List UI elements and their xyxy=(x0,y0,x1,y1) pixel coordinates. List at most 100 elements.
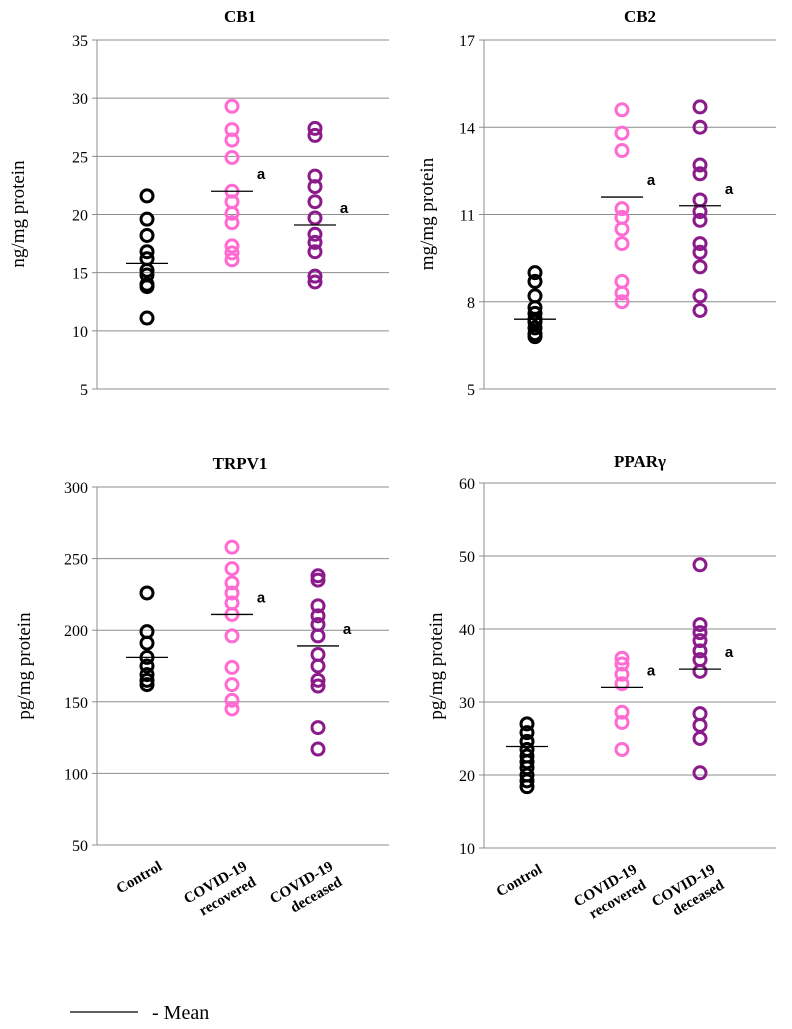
category-label: COVID-19deceased xyxy=(649,861,727,926)
data-point xyxy=(692,633,708,649)
data-point xyxy=(307,179,323,195)
data-point xyxy=(224,539,240,555)
data-point xyxy=(224,122,240,138)
y-tick-label: 14 xyxy=(459,120,475,137)
data-point xyxy=(224,98,240,114)
data-point xyxy=(614,714,630,730)
significance-label: a xyxy=(257,589,266,606)
data-point xyxy=(224,238,240,254)
data-point xyxy=(614,236,630,252)
data-point xyxy=(310,658,326,674)
data-point xyxy=(224,132,240,148)
y-tick-label: 20 xyxy=(72,208,88,225)
data-point xyxy=(614,221,630,237)
data-point xyxy=(224,677,240,693)
data-point xyxy=(692,244,708,260)
data-point xyxy=(224,149,240,165)
y-tick-label: 200 xyxy=(64,623,88,640)
data-point xyxy=(519,716,535,732)
y-axis-label: ng/mg protein xyxy=(8,160,29,268)
data-point xyxy=(692,617,708,633)
data-point xyxy=(614,125,630,141)
data-point xyxy=(692,288,708,304)
category-label: COVID-19recovered xyxy=(181,858,259,923)
data-point xyxy=(139,677,155,693)
category-label: Control xyxy=(114,859,165,898)
data-point xyxy=(519,725,535,741)
y-tick-label: 60 xyxy=(459,476,475,493)
data-point xyxy=(692,99,708,115)
data-point xyxy=(692,557,708,573)
data-point xyxy=(310,598,326,614)
data-point xyxy=(519,773,535,789)
significance-label: a xyxy=(725,181,734,198)
data-point xyxy=(224,561,240,577)
data-point xyxy=(614,102,630,118)
data-point xyxy=(139,667,155,683)
y-tick-label: 50 xyxy=(72,838,88,855)
data-point xyxy=(614,741,630,757)
data-point xyxy=(224,245,240,261)
data-point xyxy=(139,262,155,278)
data-point xyxy=(527,265,543,281)
category-label-line: Control xyxy=(114,859,165,898)
data-point xyxy=(307,226,323,242)
data-point xyxy=(614,666,630,682)
data-point xyxy=(307,234,323,250)
data-point xyxy=(310,672,326,688)
data-point xyxy=(692,731,708,746)
y-tick-label: 5 xyxy=(467,382,475,399)
data-point xyxy=(614,143,630,159)
y-tick-label: 100 xyxy=(64,766,88,783)
data-point xyxy=(139,279,155,295)
data-point xyxy=(519,779,535,795)
data-point xyxy=(307,268,323,284)
data-point xyxy=(224,628,240,644)
y-tick-label: 10 xyxy=(72,324,88,341)
panel-title: PPARγ xyxy=(614,452,666,471)
significance-label: a xyxy=(725,644,734,661)
data-point xyxy=(692,663,708,679)
y-tick-label: 300 xyxy=(64,480,88,497)
y-tick-label: 35 xyxy=(72,33,88,50)
data-point xyxy=(307,194,323,210)
data-point xyxy=(310,720,326,736)
data-point xyxy=(614,704,630,720)
y-tick-label: 50 xyxy=(459,549,475,566)
y-axis-label: pg/mg protein xyxy=(14,612,35,720)
significance-label: a xyxy=(257,166,266,183)
y-tick-label: 25 xyxy=(72,149,88,166)
data-point xyxy=(224,252,240,268)
data-point xyxy=(527,273,543,289)
data-point xyxy=(692,157,708,173)
category-label: COVID-19deceased xyxy=(267,858,345,923)
data-point xyxy=(614,650,630,666)
category-label: COVID-19recovered xyxy=(571,861,649,926)
significance-label: a xyxy=(647,662,656,679)
data-point xyxy=(307,120,323,136)
data-point xyxy=(307,210,323,226)
y-tick-label: 15 xyxy=(72,266,88,283)
category-label: Control xyxy=(494,862,545,901)
y-axis-label: mg/mg protein xyxy=(417,157,438,270)
data-point xyxy=(224,585,240,601)
data-point xyxy=(310,741,326,757)
data-point xyxy=(614,676,630,692)
category-label-line: Control xyxy=(494,862,545,901)
panel-title: CB1 xyxy=(224,7,256,26)
y-tick-label: 17 xyxy=(459,33,475,50)
data-point xyxy=(614,201,630,217)
data-point xyxy=(224,575,240,591)
data-point xyxy=(307,168,323,184)
data-point xyxy=(310,608,326,624)
y-tick-label: 8 xyxy=(467,295,475,312)
y-tick-label: 20 xyxy=(459,768,475,785)
data-point xyxy=(139,244,155,260)
data-point xyxy=(139,227,155,243)
data-point xyxy=(307,274,323,290)
legend: - Mean xyxy=(70,1002,209,1024)
y-tick-label: 150 xyxy=(64,695,88,712)
y-tick-label: 10 xyxy=(459,841,475,858)
panel-cb1: 5 10 15 20 25 30 35 CB1 ng/mg protein a a xyxy=(8,7,389,399)
